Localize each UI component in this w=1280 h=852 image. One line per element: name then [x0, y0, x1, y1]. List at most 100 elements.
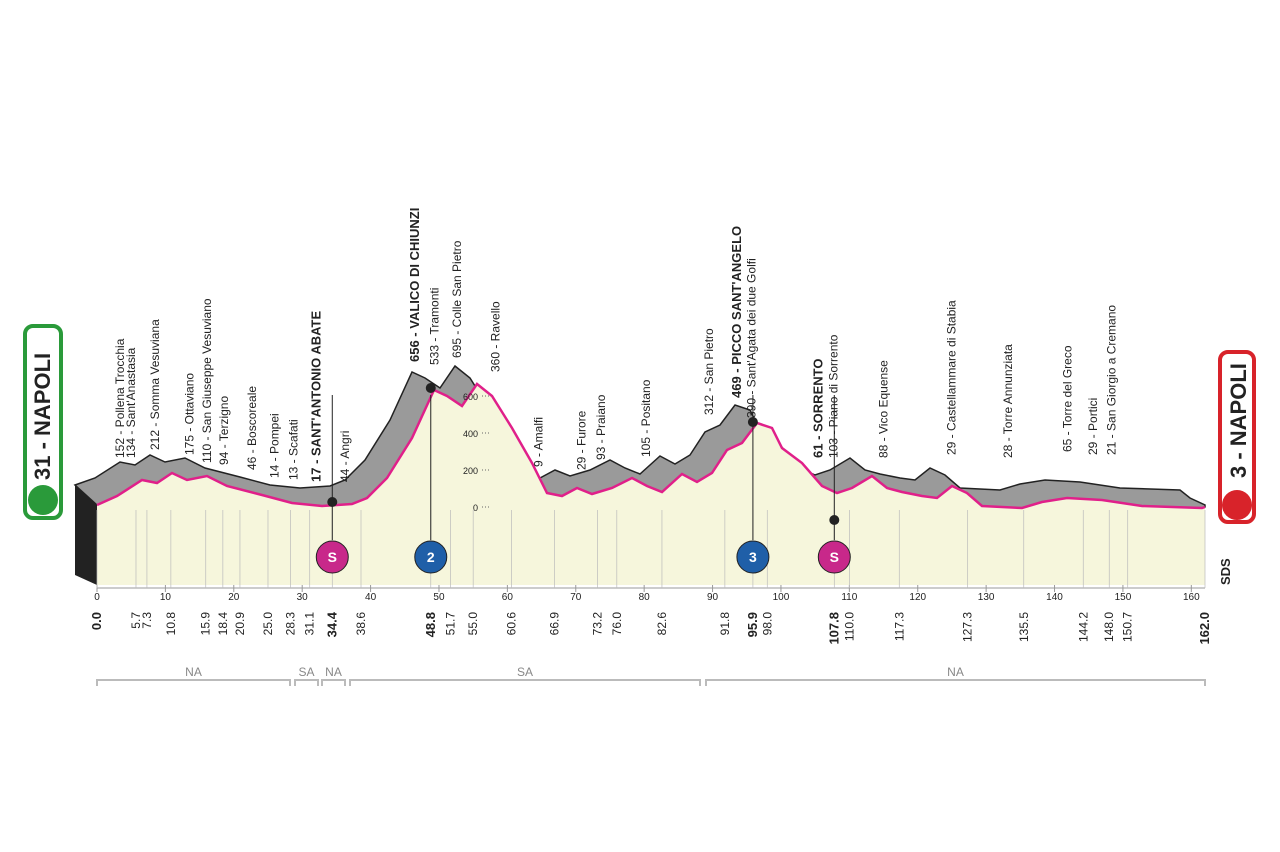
waypoint-name: 13 - Scafati	[287, 419, 301, 480]
axis-tick-label: 110	[841, 592, 857, 603]
start-label: 31 - NAPOLI	[30, 353, 55, 480]
waypoint-name: 9 - Amalfi	[532, 417, 546, 467]
waypoint-name: 152 - Pollena Trocchia	[113, 338, 127, 458]
region-label: NA	[325, 665, 342, 679]
waypoint-name: 29 - Portici	[1086, 398, 1100, 455]
waypoint-name: 61 - SORRENTO	[810, 359, 825, 458]
waypoint-km: 76.0	[610, 612, 624, 636]
waypoint-name: 28 - Torre Annunziata	[1001, 344, 1015, 458]
axis-tick-label: 150	[1115, 592, 1132, 603]
waypoint-km: 7.3	[140, 612, 154, 629]
waypoint-km: 148.0	[1102, 612, 1116, 642]
waypoint-name: 105 - Positano	[639, 379, 653, 457]
region-bracket	[349, 679, 701, 686]
axis-tick-label: 30	[297, 592, 309, 603]
waypoint-name: 103 - Piano di Sorrento	[826, 334, 840, 458]
profile-left	[75, 485, 97, 585]
waypoint-km: 82.6	[655, 612, 669, 636]
waypoint-km: 110.0	[842, 612, 856, 641]
axis-tick-label: 160	[1183, 592, 1200, 603]
region-bracket	[705, 679, 1206, 686]
waypoint-km: 18.4	[216, 612, 230, 636]
waypoint-km: 28.3	[284, 612, 298, 636]
waypoint-name: 110 - San Giuseppe Vesuviano	[200, 298, 214, 463]
waypoint-km: 55.0	[466, 612, 480, 636]
waypoint-km: 91.8	[718, 612, 732, 636]
axis-tick-label: 120	[909, 592, 926, 603]
marker-label: 2	[427, 549, 435, 565]
waypoint-km: 162.0	[1197, 612, 1212, 645]
region-label: SA	[298, 665, 314, 679]
altitude-tick-label: 600	[463, 392, 478, 402]
finish-label: 3 - NAPOLI	[1226, 363, 1251, 478]
waypoint-km: 66.9	[548, 612, 562, 636]
axis-tick-label: 100	[773, 592, 790, 603]
waypoint-km: 95.9	[745, 612, 760, 637]
axis-tick-label: 80	[639, 592, 651, 603]
waypoint-name: 29 - Furore	[575, 410, 589, 470]
waypoint-km: 60.6	[504, 612, 518, 636]
region-bracket	[321, 679, 346, 686]
axis-tick-label: 40	[365, 592, 377, 603]
marker-icon	[315, 540, 349, 574]
axis-tick-label: 60	[502, 592, 514, 603]
region-bracket	[294, 679, 319, 686]
waypoint-km: 117.3	[892, 612, 906, 641]
marker-dot	[829, 515, 840, 525]
waypoint-name: 656 - VALICO DI CHIUNZI	[407, 208, 422, 362]
axis-tick-label: 50	[433, 592, 445, 603]
waypoint-km: 38.6	[354, 612, 368, 636]
waypoint-km: 31.1	[303, 612, 317, 636]
start-badge: 31 - NAPOLI	[23, 324, 63, 520]
waypoint-name: 29 - Castellammare di Stabia	[945, 300, 959, 455]
altitude-tick-label: 200	[463, 466, 478, 476]
axis-tick-label: 90	[707, 592, 719, 603]
altitude-tick-label: 0	[473, 503, 478, 513]
waypoint-name: 212 - Somma Vesuviana	[148, 319, 162, 450]
waypoint-name: 21 - San Giorgio a Cremano	[1105, 305, 1119, 455]
marker-label: S	[830, 549, 839, 565]
finish-badge: 3 - NAPOLI	[1218, 350, 1256, 524]
waypoint-km: 98.0	[760, 612, 774, 636]
waypoint-name: 46 - Boscoreale	[245, 386, 259, 470]
waypoint-name: 17 - SANT'ANTONIO ABATE	[308, 311, 323, 482]
marker-dot	[327, 497, 338, 507]
waypoint-name: 44 - Angri	[338, 431, 352, 482]
waypoint-name: 93 - Praiano	[594, 394, 608, 460]
region-label: NA	[185, 665, 202, 679]
waypoint-km: 34.4	[324, 611, 339, 637]
waypoint-km: 20.9	[233, 612, 247, 636]
waypoint-name: 390 - Sant'Agata dei due Golfi	[744, 258, 758, 418]
waypoint-name: 65 - Torre del Greco	[1060, 345, 1074, 452]
waypoint-km: 107.8	[826, 612, 841, 645]
waypoint-km: 51.7	[444, 612, 458, 636]
logo: SDS	[1218, 558, 1233, 585]
waypoint-km: 0.0	[89, 612, 104, 630]
waypoint-km: 73.2	[591, 612, 605, 636]
waypoint-name: 469 - PICCO SANT'ANGELO	[729, 226, 744, 398]
waypoint-name: 134 - Sant'Anastasia	[124, 347, 138, 458]
marker-icon	[414, 540, 448, 574]
marker-icon	[736, 540, 770, 574]
axis-tick-label: 130	[978, 592, 995, 603]
axis-tick-label: 10	[160, 592, 172, 603]
region-label: SA	[517, 665, 533, 679]
axis-tick-label: 140	[1046, 592, 1063, 603]
axis-tick-label: 0	[94, 592, 100, 603]
waypoint-km: 10.8	[164, 612, 178, 636]
marker-icon	[817, 540, 851, 574]
waypoint-km: 135.5	[1017, 612, 1031, 642]
region-bracket	[96, 679, 291, 686]
waypoint-km: 15.9	[199, 612, 213, 636]
profile-face	[97, 384, 1205, 585]
profile-line	[96, 382, 1206, 510]
axis-tick-label: 20	[228, 592, 240, 603]
waypoint-name: 695 - Colle San Pietro	[450, 240, 464, 358]
marker-dot	[747, 417, 758, 427]
waypoint-name: 175 - Ottaviano	[183, 373, 197, 455]
waypoint-name: 88 - Vico Equense	[876, 360, 890, 458]
profile	[73, 364, 1206, 585]
waypoint-km: 5.7	[129, 612, 143, 629]
waypoint-name: 14 - Pompei	[268, 413, 282, 478]
